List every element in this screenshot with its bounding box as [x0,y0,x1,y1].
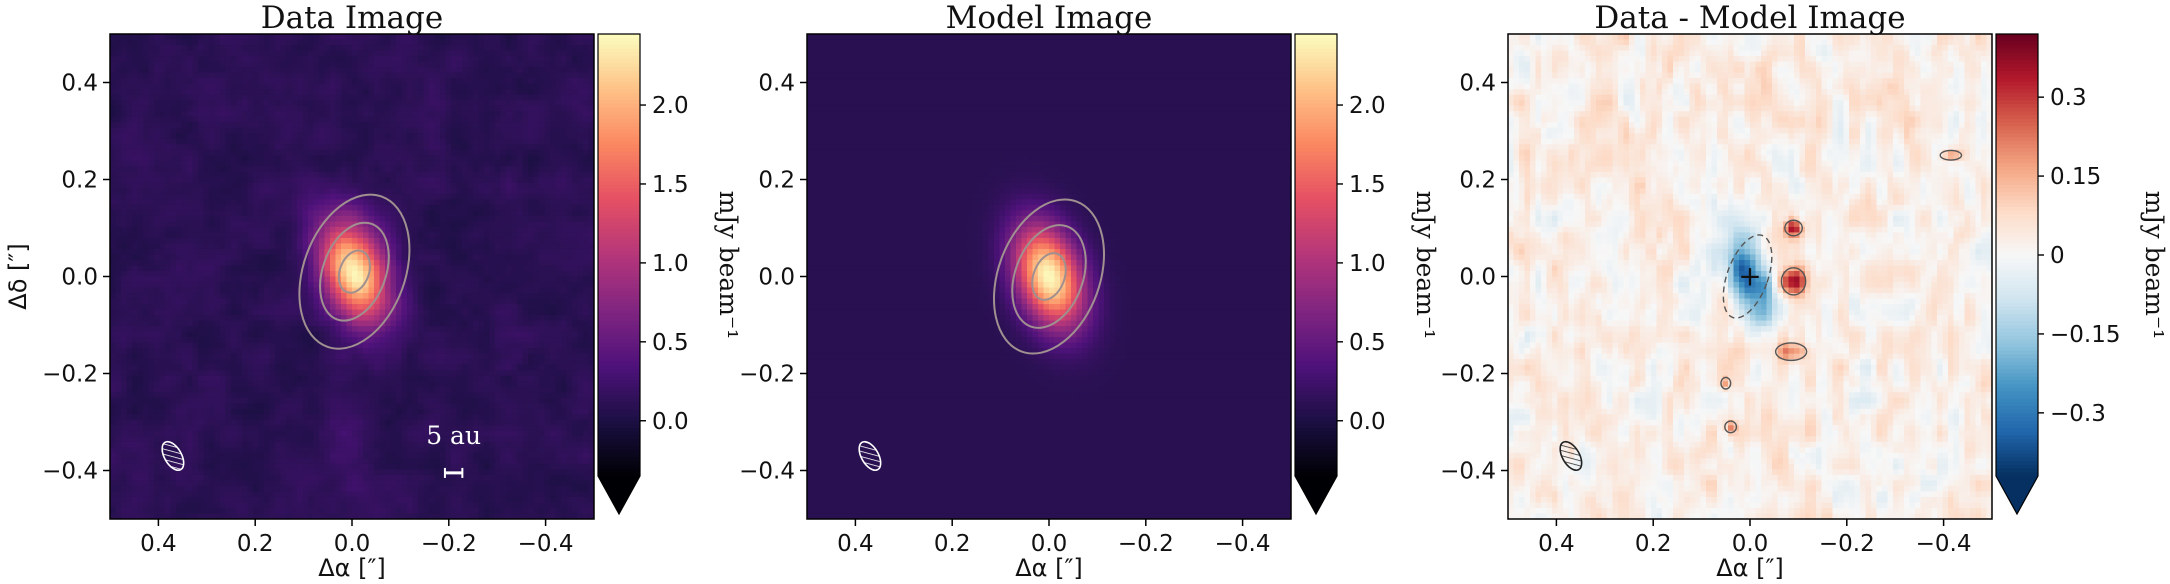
colorbar: 0.0 0.5 1.0 1.5 2.0 mJy beam⁻¹ [1294,33,1440,516]
x-axis-label: Δα [″] [1716,554,1784,582]
beam-ellipse [1559,440,1583,472]
colorbar-extend-min [598,476,640,514]
colorbar-tick-label: 1.5 [652,172,689,198]
colorbar-tick-label: −0.3 [2050,401,2106,427]
contour-0 [992,198,1106,355]
residual-contour-6 [1720,376,1732,390]
center-marker: + [1738,260,1761,293]
colorbar-label: mJy beam⁻¹ [1411,191,1440,339]
colorbar-tick-label: 2.0 [1349,93,1386,119]
chart-title: Model Image [946,0,1153,36]
residual-contour-4 [1939,149,1963,161]
colorbar-tick-label: 0.5 [1349,330,1386,356]
residual-contour-2 [1784,219,1803,237]
x-tick-label: −0.2 [1819,531,1875,557]
colorbar-tick-label: 1.0 [1349,251,1386,277]
y-tick-label: 0.0 [1459,265,1496,291]
colorbar-tick-label: 0.0 [652,409,689,435]
panel-2: +0.4 0.2 0.0 −0.2 −0.4 0.4 0.2 0.0 −0.2 −0.4 Data … [1440,0,2169,582]
colorbar-tick-label: −0.15 [2050,322,2120,348]
x-tick-label: 0.0 [1732,531,1769,557]
x-tick-label: −0.2 [1118,531,1174,557]
y-tick-label: 0.2 [758,168,795,194]
y-axis-label: Δδ [″] [4,243,32,309]
contour-2 [337,249,371,294]
contour-2 [1031,252,1067,301]
contour-1 [319,221,390,322]
colorbar: 0.0 0.5 1.0 1.5 2.0 mJy beam⁻¹ [597,33,743,516]
y-tick-label: −0.2 [42,362,98,388]
x-tick-label: 0.2 [1635,531,1672,557]
colorbar-tick-label: 0 [2050,243,2065,269]
colorbar-extend-min [1996,476,2038,514]
colorbar-tick-label: 2.0 [652,93,689,119]
residual-contour-0 [1722,234,1773,319]
colorbar-tick-label: 0.3 [2050,85,2087,111]
beam-ellipse [858,440,882,472]
y-tick-label: 0.4 [61,71,98,97]
x-tick-label: −0.4 [518,531,574,557]
x-axis-label: Δα [″] [1015,554,1083,582]
residual-contour-3 [1774,342,1808,362]
residual-contour-5 [1724,420,1738,434]
heatmap-cells [110,34,594,519]
x-tick-label: −0.4 [1916,531,1972,557]
y-tick-label: −0.4 [42,459,98,485]
y-tick-label: 0.2 [61,168,98,194]
colorbar-extend-min [1295,476,1337,514]
chart-title: Data - Model Image [1594,0,1905,36]
y-tick-label: −0.4 [739,459,795,485]
x-tick-label: −0.2 [421,531,477,557]
colorbar-label: mJy beam⁻¹ [714,191,743,339]
colorbar-tick-label: 1.5 [1349,172,1386,198]
y-tick-label: 0.4 [1459,71,1496,97]
residual-contour-1 [1780,267,1807,296]
heatmap-cells [807,34,1291,519]
colorbar-tick-label: 0.5 [652,330,689,356]
x-tick-label: 0.2 [934,531,971,557]
contour-0 [298,193,411,350]
x-tick-label: 0.4 [837,531,874,557]
colorbar: 0.3 0.15 0 −0.15 −0.3 mJy beam⁻¹ [1995,33,2169,516]
colorbar-tick-label: 0.0 [1349,409,1386,435]
y-tick-label: 0.0 [758,265,795,291]
x-tick-label: 0.2 [237,531,274,557]
colorbar-tick-label: 1.0 [652,251,689,277]
x-tick-label: 0.0 [334,531,371,557]
panel-0: 5 au 0.4 0.2 0.0 −0.2 −0.4 0.4 0.2 0.0 −0.2 −0.4 Da… [4,0,743,582]
y-tick-label: 0.2 [1459,168,1496,194]
chart-title: Data Image [261,0,443,36]
x-axis-label: Δα [″] [318,554,386,582]
x-tick-label: 0.4 [1538,531,1575,557]
x-tick-label: 0.4 [140,531,177,557]
colorbar-label: mJy beam⁻¹ [2140,191,2169,339]
y-tick-label: 0.0 [61,265,98,291]
y-tick-label: 0.4 [758,71,795,97]
x-tick-label: 0.0 [1031,531,1068,557]
beam-ellipse [161,440,185,472]
y-tick-label: −0.2 [739,362,795,388]
colorbar-tick-label: 0.15 [2050,164,2101,190]
panel-1: 0.4 0.2 0.0 −0.2 −0.4 0.4 0.2 0.0 −0.2 −0.4 Model … [739,0,1440,582]
y-tick-label: −0.2 [1440,362,1496,388]
scale-bar-label: 5 au [426,421,481,450]
contour-1 [1011,224,1087,329]
y-tick-label: −0.4 [1440,459,1496,485]
x-tick-label: −0.4 [1215,531,1271,557]
heatmap-cells [1508,34,1992,519]
